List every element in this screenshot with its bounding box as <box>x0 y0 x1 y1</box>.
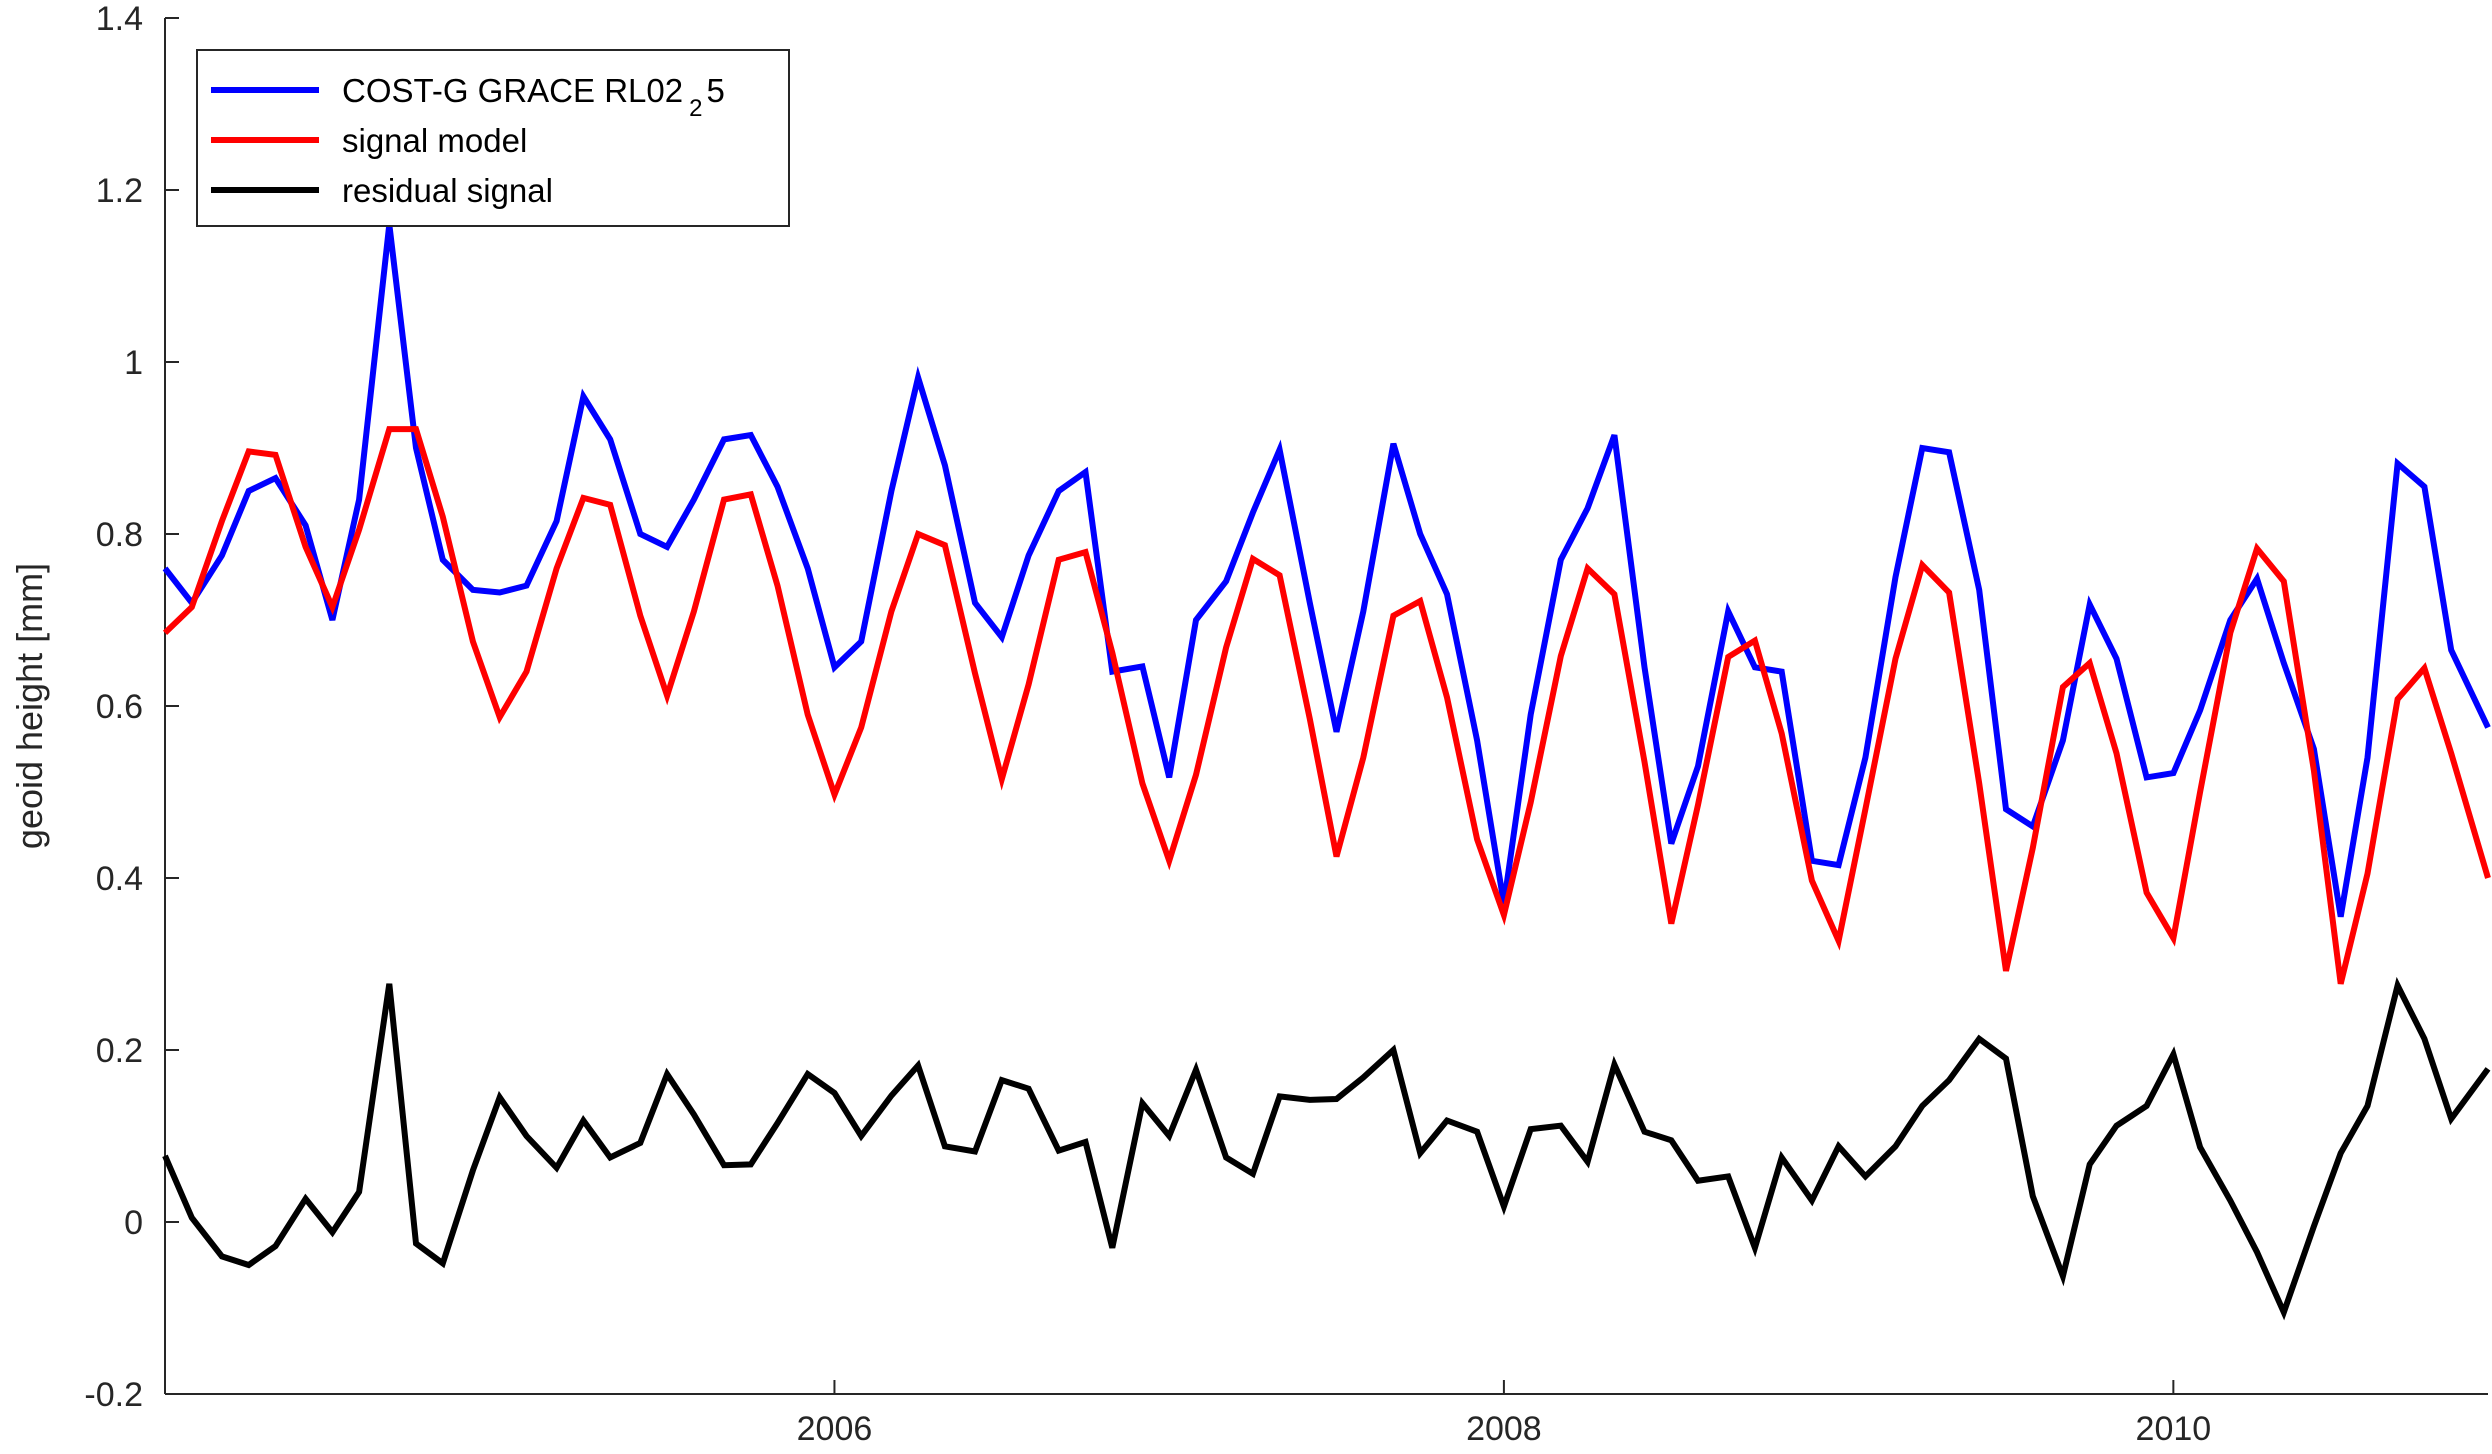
x-tick-label: 2006 <box>797 1410 873 1448</box>
y-tick-label: -0.2 <box>84 1376 143 1414</box>
x-tick-label: 2010 <box>2136 1410 2212 1448</box>
series-layer <box>162 224 2491 1321</box>
y-tick-label: 0.6 <box>96 688 143 726</box>
series-line-residual-signal <box>162 976 2491 1321</box>
y-axis-label: geoid height [mm] <box>9 563 50 849</box>
legend-label-text: residual signal <box>342 172 553 209</box>
y-axis: -0.2 0 0.2 0.4 0.6 0.8 1 1.2 1.4 <box>84 0 179 1414</box>
series-line-cost-g-grace-rl02 <box>162 224 2491 918</box>
y-tick-label: 1.2 <box>96 172 143 210</box>
x-tick-label: 2008 <box>1466 1410 1542 1448</box>
y-tick-label: 0.2 <box>96 1032 143 1070</box>
y-tick-label: 0.4 <box>96 860 143 898</box>
x-axis: 2006 2008 2010 <box>797 1380 2212 1448</box>
y-tick-label: 0 <box>124 1204 143 1242</box>
y-tick-label: 1 <box>124 344 143 382</box>
legend-label-text: COST-G GRACE RL02 <box>342 72 683 109</box>
legend-label: COST-G GRACE RL02 2 5 <box>342 72 725 122</box>
series-line-signal-model <box>162 426 2491 985</box>
legend-label: signal model <box>342 122 527 159</box>
legend-label-text: signal model <box>342 122 527 159</box>
legend-label-suffix: 5 <box>706 72 724 109</box>
y-tick-label: 1.4 <box>96 0 143 38</box>
legend-label-subscript: 2 <box>689 95 702 122</box>
y-tick-label: 0.8 <box>96 516 143 554</box>
legend-label: residual signal <box>342 172 553 209</box>
